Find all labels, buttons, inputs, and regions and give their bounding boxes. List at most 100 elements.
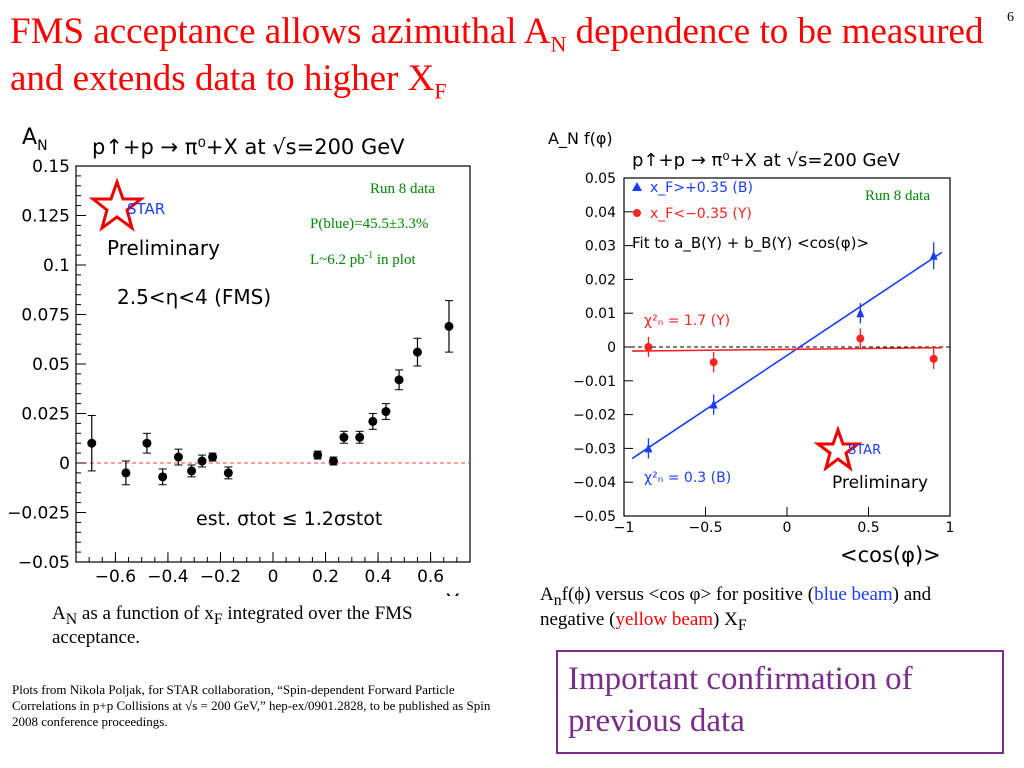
- right-xlabel: <cos(φ)>: [840, 543, 941, 567]
- right-ytick-label: −0.05: [573, 509, 616, 525]
- left-ytick-label: 0.1: [43, 256, 70, 276]
- right-ytick-label: 0.01: [585, 306, 616, 322]
- left-data-point: [87, 414, 97, 472]
- right-ytick-label: 0: [607, 340, 616, 356]
- svg-text:x_F<−0.35 (Y): x_F<−0.35 (Y): [650, 206, 752, 222]
- left-marker: [208, 452, 218, 462]
- left-ytick-label: −0.025: [7, 504, 70, 524]
- star-logo-right: STAR: [813, 425, 881, 472]
- left-ytick-label: 0.125: [21, 207, 70, 227]
- left-ylabel: AN: [22, 125, 48, 154]
- left-marker: [412, 347, 422, 357]
- left-ytick-label: 0: [59, 454, 70, 474]
- title-sub2: F: [434, 78, 447, 104]
- right-chi-blue: χ²ₙ = 0.3 (B): [644, 470, 731, 486]
- left-data-point: [313, 450, 323, 460]
- left-data-point: [355, 430, 365, 444]
- left-ytick-label: −0.05: [18, 553, 70, 573]
- title-sub1: N: [550, 31, 567, 57]
- legend-blue: x_F>+0.35 (B): [632, 180, 753, 196]
- right-xtick-label: 0.5: [857, 520, 879, 536]
- triangle-marker: [644, 443, 653, 453]
- left-data-point: [197, 454, 207, 468]
- right-caption: Anf(ϕ) versus <cos φ> for positive (blue…: [540, 584, 932, 634]
- references-note: Plots from Nikola Poljak, for STAR colla…: [12, 682, 491, 729]
- fit-line: [631, 251, 943, 460]
- left-xtick-label: 0.6: [417, 567, 444, 587]
- title-part2: dependence to be measured and extends da…: [10, 11, 984, 99]
- right-preliminary: Preliminary: [832, 473, 928, 493]
- left-marker: [187, 466, 197, 476]
- red-circle-icon: [633, 209, 641, 217]
- left-ytick-label: 0.15: [32, 157, 70, 177]
- right-xtick-label: −1: [614, 520, 635, 536]
- left-data-point: [328, 456, 338, 466]
- right-ylabel: A_N f(φ): [548, 129, 613, 149]
- left-data-point: [187, 464, 197, 478]
- left-run-label: Run 8 data: [370, 181, 435, 197]
- right-series: [631, 242, 943, 460]
- circle-marker: [929, 354, 938, 363]
- left-xtick-label: 0: [268, 567, 279, 587]
- left-marker: [223, 468, 233, 478]
- confirmation-box: Important confirmation of previous data: [556, 650, 1004, 754]
- right-ytick-label: 0.03: [585, 239, 616, 255]
- triangle-marker: [929, 250, 938, 260]
- left-marker: [368, 416, 378, 426]
- star-logo-left: STAR: [88, 177, 165, 232]
- right-chi-red: χ²ₙ = 1.7 (Y): [644, 313, 730, 329]
- left-marker: [328, 456, 338, 466]
- right-ytick-label: −0.04: [573, 475, 616, 491]
- right-y-ticks: −0.05 −0.04 −0.03 −0.02 −0.01 0 0.01 0.02 0.03 0.…: [573, 171, 633, 525]
- left-marker: [339, 432, 349, 442]
- left-reaction: p↑+p → π⁰+X at √s=200 GeV: [92, 135, 405, 159]
- left-data-point: [142, 432, 152, 454]
- left-data-point: [208, 452, 218, 462]
- star-logo-text: STAR: [127, 200, 165, 218]
- left-data-point: [412, 337, 422, 367]
- left-ytick-label: 0.075: [21, 306, 70, 326]
- page-number: 6: [1007, 10, 1014, 25]
- left-x-ticks: −0.6 −0.4 −0.2 0 0.2 0.4 0.6: [88, 552, 458, 587]
- fit-line: [632, 346, 942, 352]
- left-preliminary: Preliminary: [107, 236, 220, 260]
- left-data-point: [394, 369, 404, 391]
- right-ytick-label: −0.02: [573, 408, 616, 424]
- right-run-label: Run 8 data: [865, 188, 930, 204]
- an-vs-xf-chart: −0.05 −0.025 0 0.025 0.05 0.075 0.1 0.125 0.15 −…: [7, 125, 471, 596]
- circle-marker: [856, 334, 865, 343]
- series-red: [632, 328, 942, 373]
- left-data-point: [368, 413, 378, 430]
- left-ytick-label: 0.05: [32, 355, 70, 375]
- right-ytick-label: −0.01: [573, 374, 616, 390]
- left-marker: [158, 472, 168, 482]
- left-marker: [87, 438, 97, 448]
- left-marker: [197, 456, 207, 466]
- left-ytick-label: 0.025: [21, 405, 70, 425]
- left-xtick-label: 0.2: [312, 567, 339, 587]
- left-xlabel: XF: [445, 591, 468, 596]
- left-marker: [394, 375, 404, 385]
- left-data-point: [339, 430, 349, 444]
- svg-text:x_F>+0.35 (B): x_F>+0.35 (B): [650, 180, 753, 196]
- circle-marker: [644, 343, 653, 351]
- left-xtick-label: 0.4: [365, 567, 392, 587]
- left-caption: AN as a function of xF integrated over t…: [52, 603, 413, 648]
- left-marker: [313, 450, 323, 460]
- circle-marker: [709, 358, 718, 367]
- left-marker: [173, 452, 183, 462]
- left-data-point: [223, 466, 233, 480]
- right-x-ticks: −1 −0.5 0 0.5 1: [614, 507, 954, 536]
- right-plot-frame: [623, 177, 951, 517]
- right-fit-text: Fit to a_B(Y) + b_B(Y) <cos(φ)>: [632, 234, 869, 253]
- title-part1: FMS acceptance allows azimuthal A: [10, 11, 551, 52]
- left-xtick-label: −0.6: [95, 567, 136, 587]
- left-data-point: [173, 448, 183, 466]
- left-y-ticks: −0.05 −0.025 0 0.025 0.05 0.075 0.1 0.125 0.15: [7, 157, 86, 573]
- triangle-marker: [709, 399, 718, 409]
- blue-triangle-icon: [632, 182, 642, 191]
- star-logo-text-right: STAR: [848, 443, 881, 458]
- left-data-point: [158, 468, 168, 486]
- left-xtick-label: −0.4: [147, 567, 188, 587]
- left-marker: [355, 432, 365, 442]
